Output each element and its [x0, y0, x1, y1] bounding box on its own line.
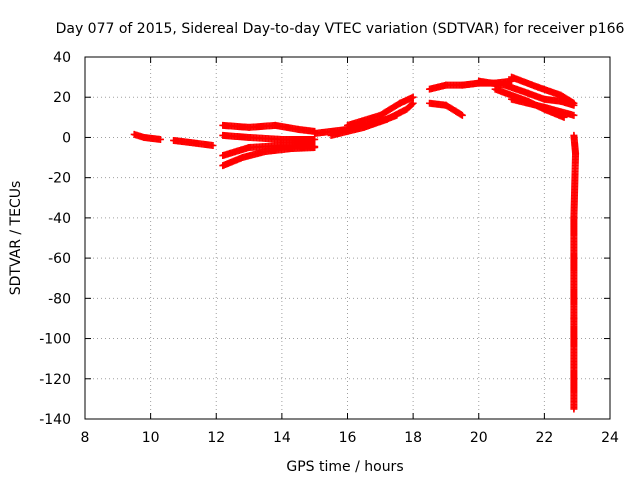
data-point — [570, 405, 578, 413]
data-point — [209, 141, 217, 149]
x-tick-label: 20 — [470, 430, 488, 446]
x-tick-label: 18 — [404, 430, 422, 446]
data-point — [311, 144, 319, 151]
data-point — [408, 100, 416, 108]
x-tick-label: 16 — [339, 430, 357, 446]
series-arc-12 — [475, 77, 578, 109]
series-arc-4 — [219, 131, 319, 143]
x-tick-label: 22 — [535, 430, 553, 446]
x-axis-label: GPS time / hours — [286, 459, 403, 475]
y-tick-label: -20 — [48, 171, 71, 187]
y-tick-label: -100 — [39, 332, 71, 348]
grid-layer — [85, 57, 610, 419]
series-arc-3 — [219, 121, 319, 135]
x-tick-label: 10 — [142, 430, 160, 446]
y-tick-label: -60 — [48, 251, 71, 267]
chart-title: Day 077 of 2015, Sidereal Day-to-day VTE… — [56, 21, 625, 37]
y-tick-label: 0 — [62, 130, 71, 146]
data-point — [409, 99, 417, 107]
y-tick-label: -140 — [39, 412, 71, 428]
series-arc-10 — [426, 99, 466, 119]
series-arc-9 — [344, 93, 417, 129]
data-point — [156, 135, 164, 143]
y-tick-label: -120 — [39, 372, 71, 388]
data-point — [570, 99, 578, 107]
y-tick-label: -80 — [48, 291, 71, 307]
series-arc-16 — [570, 131, 580, 413]
data-point — [311, 135, 319, 143]
x-tick-label: 8 — [81, 430, 90, 446]
plot-frame — [84, 56, 611, 420]
y-tick-label: -40 — [48, 211, 71, 227]
data-point — [409, 93, 417, 101]
data-point — [570, 111, 578, 119]
tick-label-layer: 8 10 12 14 16 18 20 22 24 -140 -120 -100 -80 -60 -40 -2… — [39, 50, 619, 446]
series-arc-8 — [327, 99, 417, 139]
data-point — [458, 111, 466, 119]
series-arc-1 — [130, 130, 164, 143]
x-tick-label: 24 — [601, 430, 619, 446]
series-layer — [130, 73, 580, 413]
series-arc-2 — [170, 136, 217, 149]
x-tick-label: 14 — [273, 430, 291, 446]
series-arc-13 — [508, 73, 578, 107]
series-arc-6 — [219, 144, 319, 170]
y-axis-label: SDTVAR / TECUs — [8, 181, 24, 296]
x-tick-label: 12 — [207, 430, 225, 446]
y-tick-label: 40 — [53, 50, 71, 66]
y-tick-label: 20 — [53, 90, 71, 106]
series-arc-15 — [508, 95, 578, 119]
